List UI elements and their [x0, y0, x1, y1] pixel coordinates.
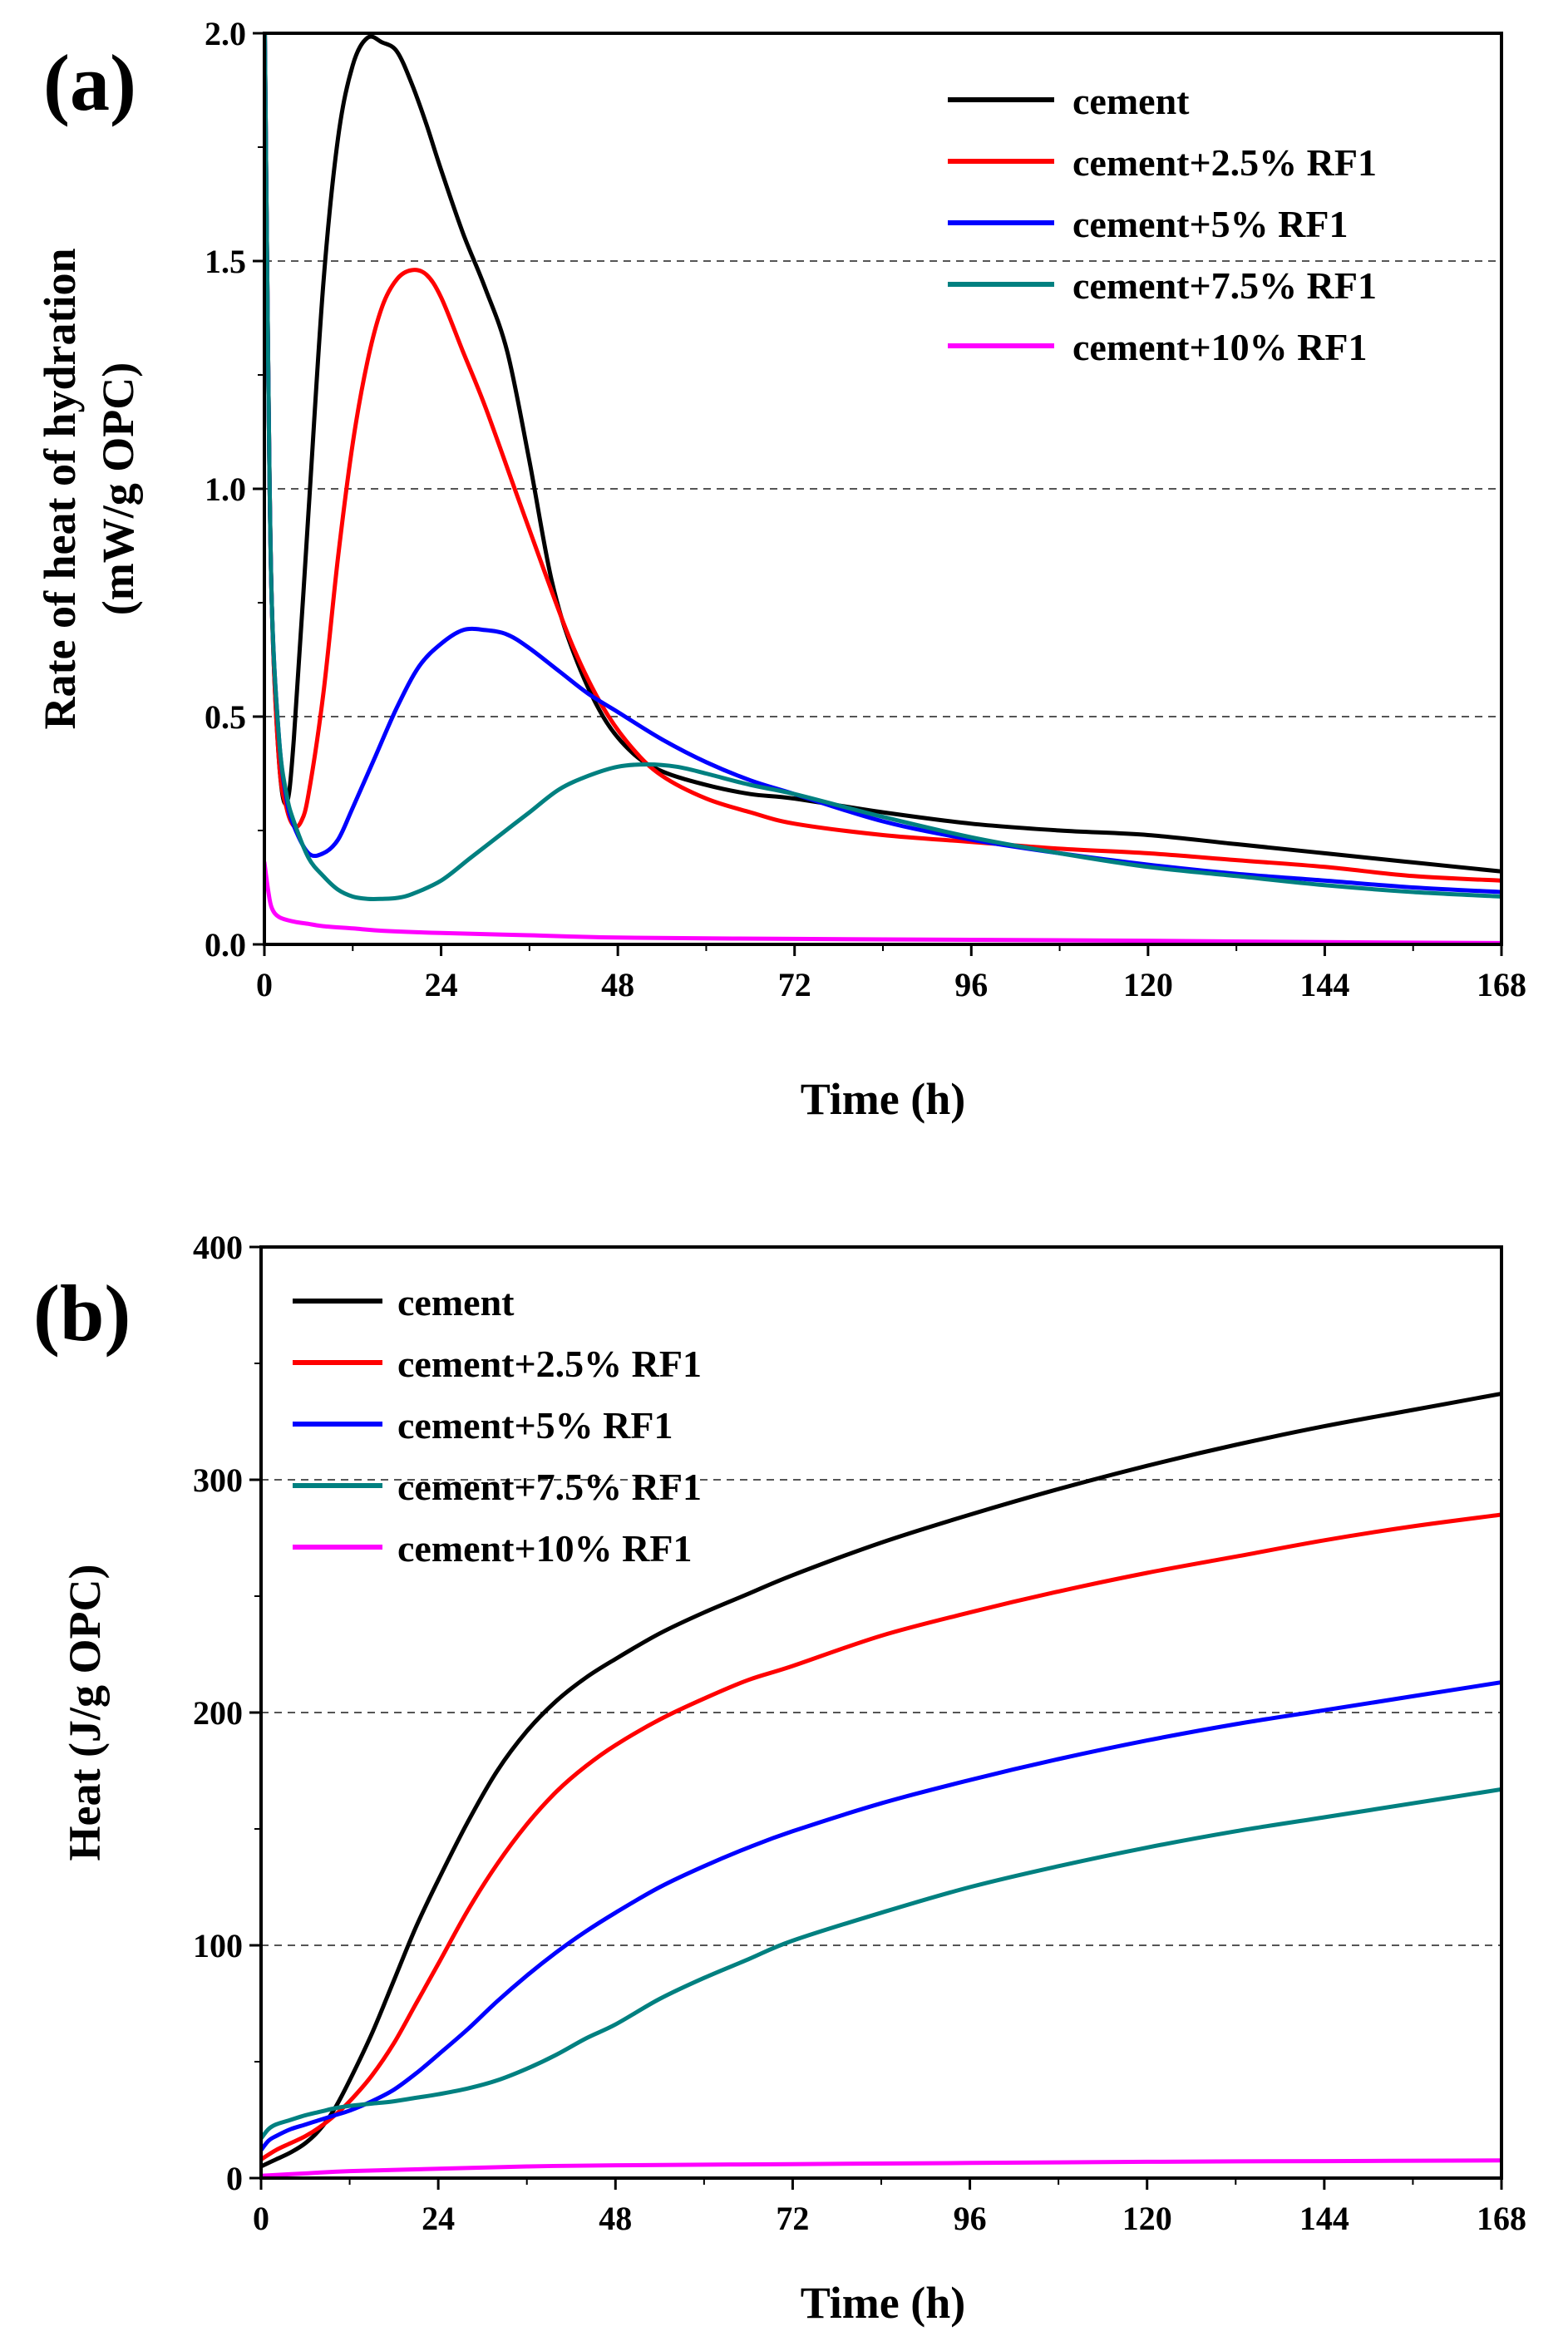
series-line-cement — [264, 33, 1501, 874]
y-tick-label: 0 — [226, 2160, 243, 2197]
legend-label-cement-5-rf1: cement+5% RF1 — [397, 1404, 673, 1447]
legend-label-cement-2-5-rf1: cement+2.5% RF1 — [397, 1343, 702, 1385]
chart-b-series — [261, 1391, 1501, 2178]
chart-a-x-axis-label: Time (h) — [801, 1074, 966, 1124]
x-tick-label: 48 — [599, 2200, 632, 2237]
x-tick-label: 0 — [256, 966, 273, 1003]
chart-a-y-axis-label-line1: Rate of heat of hydration — [35, 249, 85, 730]
x-tick-label: 72 — [778, 966, 811, 1003]
y-tick-label: 400 — [193, 1229, 243, 1266]
series-line-cement-2-5-rf1 — [264, 33, 1501, 883]
chart-b-x-axis-label: Time (h) — [801, 2278, 966, 2328]
x-tick-label: 144 — [1299, 966, 1349, 1003]
series-line-cement-2-5-rf1 — [261, 1512, 1501, 2162]
chart-a-legend: cement cement+2.5% RF1 cement+5% RF1 cem… — [948, 80, 1377, 368]
x-tick-label: 120 — [1123, 966, 1173, 1003]
legend-label-cement: cement — [397, 1281, 515, 1323]
chart-a-plot-frame — [263, 32, 1503, 946]
panel-label-b: (b) — [33, 1269, 131, 1358]
y-tick-label: 0.5 — [205, 698, 246, 736]
y-tick-label: 0.0 — [205, 926, 246, 964]
y-tick-label: 2.0 — [205, 15, 246, 52]
x-tick-label: 24 — [425, 966, 458, 1003]
legend-label-cement-10-rf1: cement+10% RF1 — [1072, 326, 1368, 368]
x-tick-label: 96 — [954, 2200, 987, 2237]
x-tick-label: 168 — [1477, 2200, 1526, 2237]
y-tick-label: 100 — [193, 1927, 243, 1964]
series-line-cement — [261, 1391, 1501, 2169]
x-tick-label: 24 — [422, 2200, 455, 2237]
chart-b: (b) 0 100 200 300 400 0 24 48 72 96 120 144 168 Time… — [33, 1229, 1526, 2328]
y-tick-label: 1.0 — [205, 471, 246, 508]
chart-a-series — [264, 33, 1501, 944]
x-tick-label: 72 — [776, 2200, 809, 2237]
series-line-cement-10-rf1 — [264, 860, 1501, 944]
x-tick-label: 120 — [1122, 2200, 1172, 2237]
y-tick-label: 200 — [193, 1694, 243, 1732]
y-tick-label: 1.5 — [205, 243, 246, 280]
legend-label-cement-2-5-rf1: cement+2.5% RF1 — [1072, 141, 1377, 184]
x-tick-label: 96 — [954, 966, 988, 1003]
series-line-cement-5-rf1 — [261, 1680, 1501, 2152]
series-line-cement-7-5-rf1 — [261, 1787, 1501, 2141]
series-line-cement-7-5-rf1 — [264, 33, 1501, 901]
chart-a-ticks: 0.0 0.5 1.0 1.5 2.0 0 24 48 72 96 120 144 168 — [205, 15, 1526, 1003]
x-tick-label: 168 — [1477, 966, 1526, 1003]
legend-label-cement-5-rf1: cement+5% RF1 — [1072, 203, 1349, 245]
x-tick-label: 48 — [601, 966, 634, 1003]
chart-b-legend: cement cement+2.5% RF1 cement+5% RF1 cem… — [293, 1281, 702, 1570]
legend-label-cement-7-5-rf1: cement+7.5% RF1 — [1072, 264, 1377, 307]
y-tick-label: 300 — [193, 1461, 243, 1499]
legend-label-cement-10-rf1: cement+10% RF1 — [397, 1527, 693, 1570]
series-line-cement-10-rf1 — [261, 2158, 1501, 2178]
chart-b-ticks: 0 100 200 300 400 0 24 48 72 96 120 144 168 — [193, 1229, 1526, 2237]
chart-b-y-axis-label: Heat (J/g OPC) — [60, 1565, 110, 1861]
legend-label-cement: cement — [1072, 80, 1190, 122]
chart-a: (a) 0.0 0.5 1.0 1.5 2.0 0 24 48 72 96 120 144 168 Ti… — [35, 15, 1526, 1124]
legend-label-cement-7-5-rf1: cement+7.5% RF1 — [397, 1466, 702, 1508]
series-line-cement-5-rf1 — [264, 33, 1501, 895]
chart-b-plot-frame — [259, 1245, 1503, 2180]
x-tick-label: 144 — [1299, 2200, 1349, 2237]
panel-label-a: (a) — [43, 38, 136, 127]
x-tick-label: 0 — [253, 2200, 269, 2237]
chart-a-gridlines — [264, 32, 1501, 717]
chart-a-y-axis-label-line2: (mW/g OPC) — [93, 362, 143, 615]
